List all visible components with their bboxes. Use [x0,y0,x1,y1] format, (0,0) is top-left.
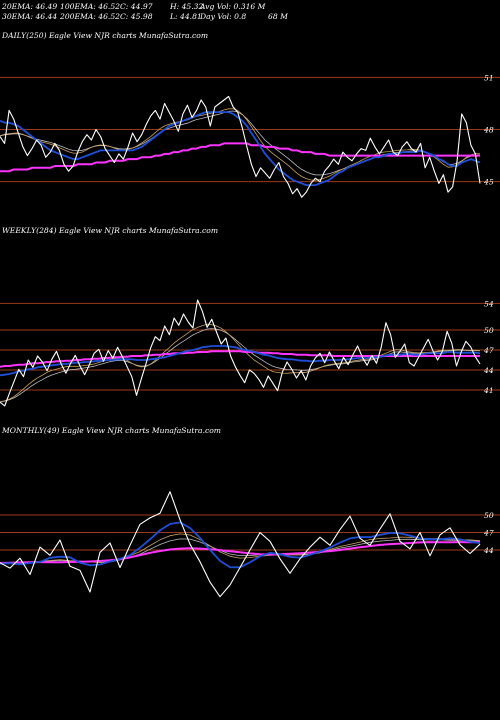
daily-y-tick-1: 48 [483,126,494,135]
monthly-ema-slow-line [0,541,481,564]
monthly-price-line [0,491,481,598]
weekly-y-tick-2: 47 [483,346,494,355]
weekly-y-tick-1: 50 [484,326,494,335]
ema200-value: 200EMA: 46.52 [60,12,121,21]
high-value: H: 45.32 [170,2,204,11]
day-vol-unit: 68 M [268,12,288,21]
prev-close-value: C: 45.98 [120,12,153,21]
weekly-price-line [0,299,481,407]
daily-panel-title: DAILY(250) Eagle View NJR charts MunafaS… [2,31,209,40]
ema100-value: 100EMA: 46.52 [60,2,121,11]
avg-vol-value: Avg Vol: 0.316 M [200,2,266,11]
monthly-y-tick-2: 44 [483,546,494,555]
weekly-y-tick-3: 44 [483,366,494,375]
daily-ema-slow-line [0,142,480,173]
weekly-panel-title: WEEKLY(284) Eagle View NJR charts Munafa… [2,226,219,235]
daily-price-line [0,95,481,198]
close-value: C: 44.97 [120,2,153,11]
weekly-y-tick-4: 41 [483,386,494,395]
weekly-ema-fast-line [0,345,481,377]
ema20-value: 20EMA: 46.49 [2,2,58,11]
weekly-y-tick-0: 54 [484,299,494,308]
day-vol-value: Day Vol: 0.8 [200,12,247,21]
weekly-ema-slow-line [0,350,480,368]
monthly-panel-title: MONTHLY(49) Eagle View NJR charts Munafa… [2,426,222,435]
daily-y-tick-2: 45 [483,178,494,187]
daily-y-tick-0: 51 [484,73,494,82]
ema30-value: 30EMA: 46.44 [2,12,58,21]
monthly-y-tick-1: 47 [483,529,494,538]
monthly-y-tick-0: 50 [484,511,494,520]
daily-ema-fast-line [0,111,481,186]
weekly-ema-grey-line [0,328,481,403]
low-value: L: 44.81 [170,12,202,21]
